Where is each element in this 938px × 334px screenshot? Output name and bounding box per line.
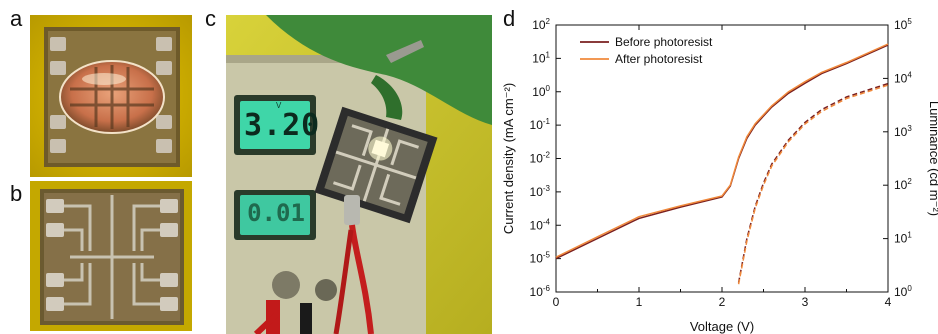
device-held bbox=[314, 106, 438, 224]
series-line-current-after bbox=[555, 43, 889, 258]
lower-display-screen bbox=[240, 195, 310, 235]
jv-luminance-chart: 0 1 2 3 4 Voltage (V) 10-6 10-5 10-4 10-3 10-2 10-1… bbox=[501, 17, 938, 334]
y-left-tick-label: 10-4 bbox=[530, 217, 551, 232]
photo-device-with-photoresist bbox=[30, 15, 192, 177]
series-line-luminance-after bbox=[737, 84, 889, 285]
y-left-tick-label: 100 bbox=[532, 84, 550, 99]
y-left-axis-label: Current density (mA cm⁻²) bbox=[501, 83, 516, 234]
lower-display-reading: 0.01 bbox=[247, 199, 305, 227]
x-tick-label: 3 bbox=[802, 295, 809, 309]
x-tick-label: 4 bbox=[885, 295, 892, 309]
photo-lit-device-on-power-supply: V 3.20 0.01 bbox=[226, 15, 492, 334]
y-right-tick-label: 105 bbox=[894, 17, 912, 32]
y-right-axis-label: Luminance (cd m⁻²) bbox=[927, 101, 938, 216]
panel-letter-d: d bbox=[503, 6, 516, 31]
y-left-tick-label: 102 bbox=[532, 17, 550, 32]
y-left-tick-label: 10-1 bbox=[530, 117, 551, 132]
y-left-tick-label: 10-2 bbox=[530, 151, 551, 166]
gloved-hand bbox=[266, 15, 492, 125]
photo-device-patterned bbox=[30, 181, 192, 331]
x-tick-label: 1 bbox=[636, 295, 643, 309]
upper-display-unit: V bbox=[276, 101, 282, 110]
upper-display-reading: 3.20 bbox=[244, 108, 321, 143]
panel-letter-c: c bbox=[205, 6, 216, 31]
chart-axes: 0 1 2 3 4 Voltage (V) 10-6 10-5 10-4 10-3 10-2 10-1… bbox=[501, 17, 938, 334]
panel-letter-b: b bbox=[10, 181, 23, 206]
y-right-tick-label: 102 bbox=[894, 177, 912, 192]
upper-display-screen bbox=[240, 101, 310, 149]
x-tick-label: 0 bbox=[553, 295, 560, 309]
y-right-tick-label: 104 bbox=[894, 70, 912, 85]
chart-series bbox=[555, 43, 889, 285]
series-line-current-before bbox=[555, 44, 889, 260]
y-right-tick-label: 100 bbox=[894, 284, 912, 299]
panel-letter-a: a bbox=[10, 6, 23, 31]
series-line-luminance-before bbox=[737, 82, 889, 283]
y-left-tick-label: 10-5 bbox=[530, 251, 551, 266]
y-left-tick-label: 101 bbox=[532, 50, 550, 65]
legend-label: Before photoresist bbox=[615, 35, 713, 49]
y-right-tick-label: 103 bbox=[894, 124, 912, 139]
x-axis-label: Voltage (V) bbox=[690, 319, 754, 334]
y-left-tick-label: 10-3 bbox=[530, 184, 551, 199]
chart-legend: Before photoresist After photoresist bbox=[580, 35, 713, 66]
y-left-tick-label: 10-6 bbox=[530, 284, 551, 299]
y-right-tick-label: 101 bbox=[894, 231, 912, 246]
legend-label: After photoresist bbox=[615, 52, 703, 66]
x-tick-label: 2 bbox=[719, 295, 726, 309]
